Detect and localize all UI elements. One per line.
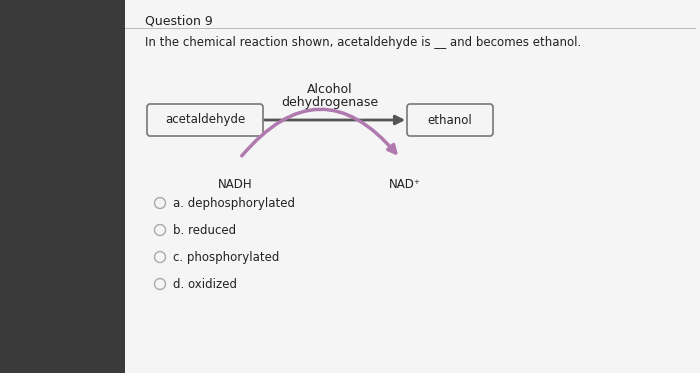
Text: a. dephosphorylated: a. dephosphorylated [173,197,295,210]
Text: Alcohol: Alcohol [307,83,353,96]
Text: NAD⁺: NAD⁺ [389,178,421,191]
Text: NADH: NADH [218,178,252,191]
Text: c. phosphorylated: c. phosphorylated [173,251,279,263]
FancyBboxPatch shape [407,104,493,136]
Text: b. reduced: b. reduced [173,223,236,236]
Bar [0,0,125,373]
Bar [125,0,700,373]
Text: In the chemical reaction shown, acetaldehyde is __ and becomes ethanol.: In the chemical reaction shown, acetalde… [145,36,581,49]
Text: d. oxidized: d. oxidized [173,278,237,291]
FancyBboxPatch shape [147,104,263,136]
Text: dehydrogenase: dehydrogenase [281,96,379,109]
Text: ethanol: ethanol [428,113,472,126]
Text: acetaldehyde: acetaldehyde [165,113,245,126]
Text: Question 9: Question 9 [145,15,213,28]
